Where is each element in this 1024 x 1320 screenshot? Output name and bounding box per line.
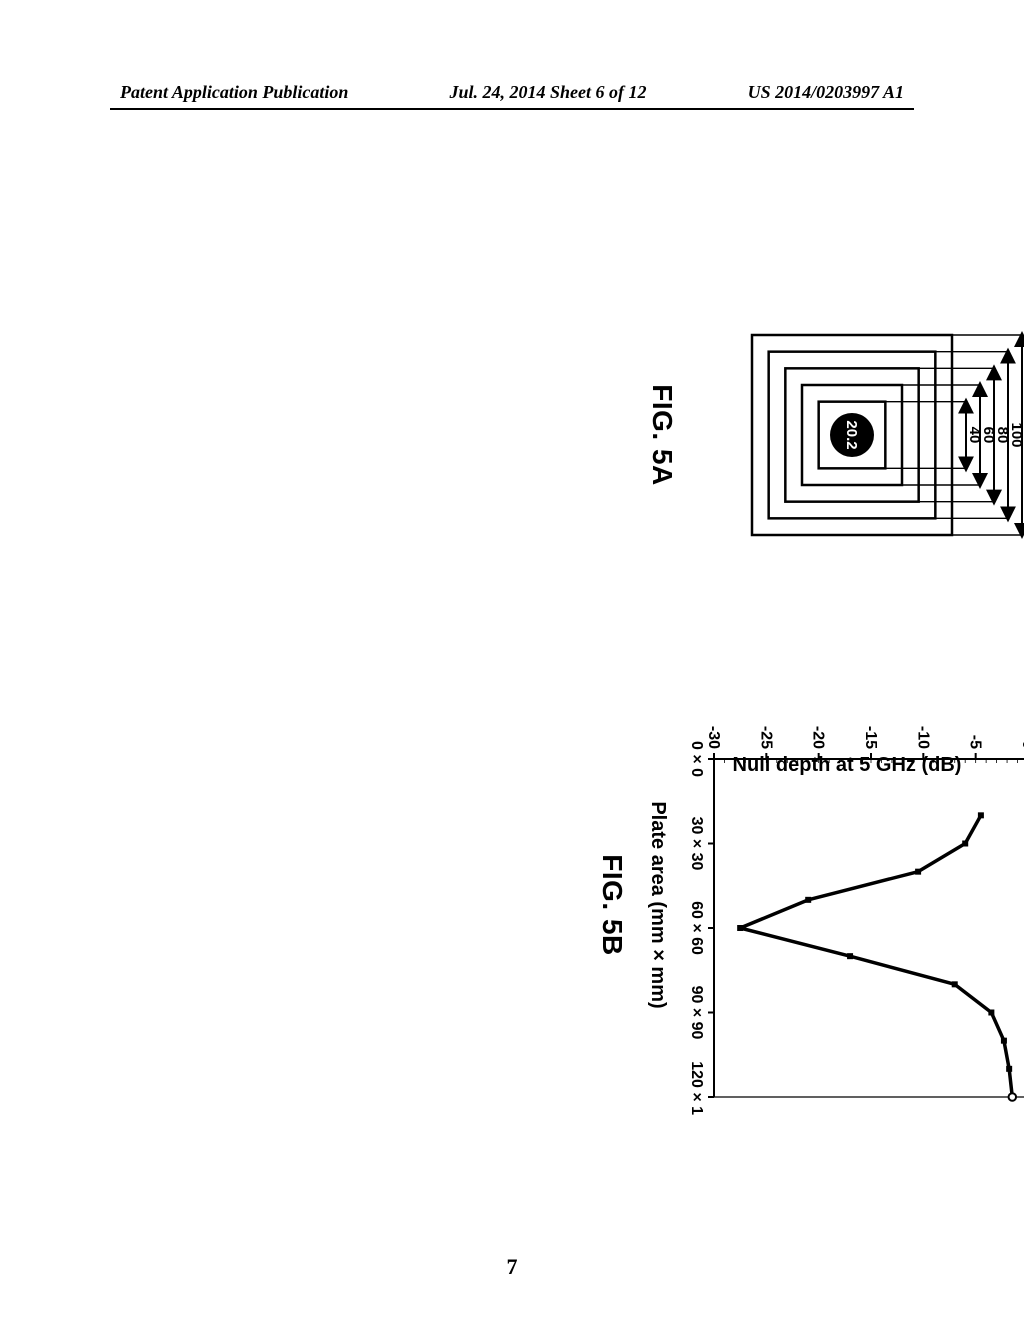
fig5a-diagram: 20.2120100806040 (702, 265, 1024, 605)
page-number: 7 (507, 1254, 518, 1280)
rotated-content: 500 20.2120100806040 FIG. 5A 550 0-5-10-… (0, 288, 1024, 1092)
page-header: Patent Application Publication Jul. 24, … (0, 82, 1024, 103)
header-left: Patent Application Publication (120, 82, 348, 103)
fig-5a-panel: 500 20.2120100806040 FIG. 5A (646, 265, 1024, 605)
fig5b-label: FIG. 5B (596, 854, 628, 956)
svg-text:90 × 90: 90 × 90 (688, 986, 705, 1040)
figure-row: 500 20.2120100806040 FIG. 5A 550 0-5-10-… (0, 288, 1024, 1092)
svg-text:30 × 30: 30 × 30 (688, 817, 705, 871)
svg-text:-20: -20 (810, 726, 827, 749)
fig5a-label: FIG. 5A (646, 384, 678, 486)
header-center: Jul. 24, 2014 Sheet 6 of 12 (449, 82, 646, 103)
svg-text:60 × 60: 60 × 60 (688, 901, 705, 955)
fig-5b-panel: 550 0-5-10-15-20-25-300 × 030 × 3060 × 6… (596, 695, 1024, 1115)
y-axis-label: Null depth at 5 GHz (dB) (733, 754, 962, 777)
svg-text:-25: -25 (757, 726, 774, 749)
svg-text:0: 0 (1019, 740, 1024, 749)
svg-text:-15: -15 (862, 726, 879, 749)
svg-text:120 × 120: 120 × 120 (688, 1061, 705, 1115)
svg-text:40: 40 (966, 427, 983, 444)
x-axis-label: Plate area (mm × mm) (646, 801, 669, 1008)
fig5b-chart: 0 -5 -10 -15 -20 -25 -300 × 0 30 × 30 60 × 60 90 … (652, 695, 1024, 1115)
svg-text:-30: -30 (705, 726, 722, 749)
svg-text:-10: -10 (914, 726, 931, 749)
svg-text:0 × 0: 0 × 0 (688, 741, 705, 777)
header-rule (110, 108, 914, 110)
svg-text:20.2: 20.2 (843, 420, 860, 449)
header-right: US 2014/0203997 A1 (748, 82, 904, 103)
svg-text:-5: -5 (967, 735, 984, 749)
